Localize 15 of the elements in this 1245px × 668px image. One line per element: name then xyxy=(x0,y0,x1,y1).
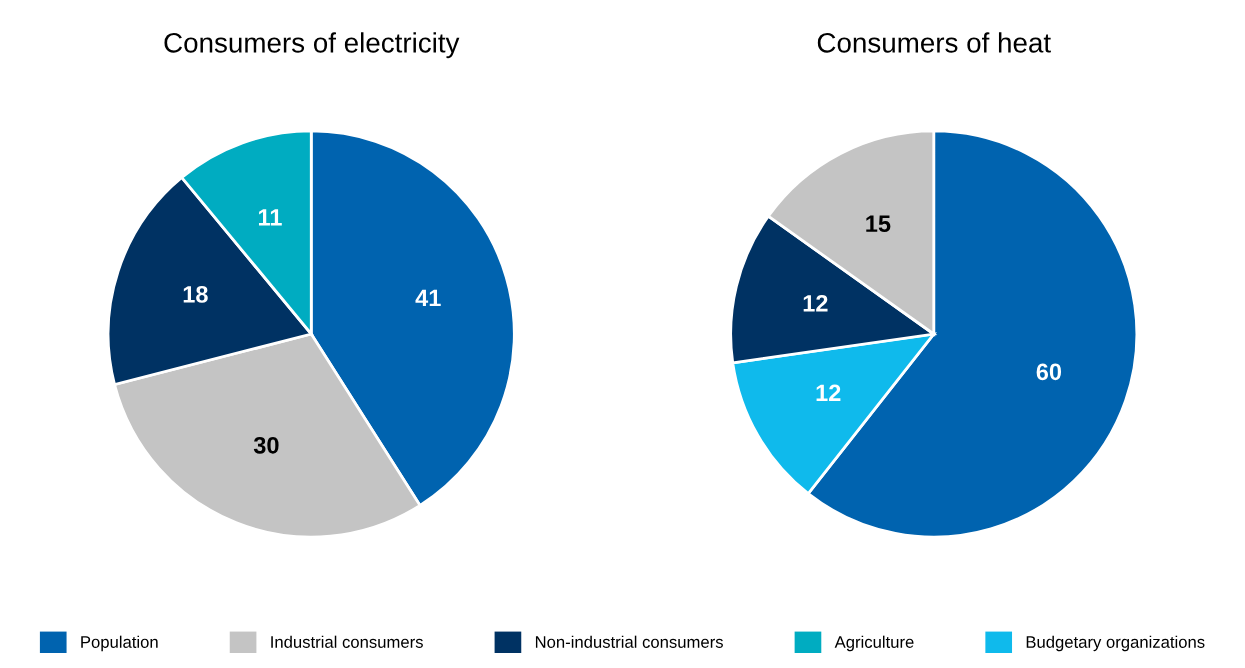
legend-label: Agriculture xyxy=(834,635,914,652)
data-label: 41 xyxy=(415,289,441,307)
legend-label: Population xyxy=(81,635,158,652)
data-label: 60 xyxy=(1036,363,1062,381)
legend-label: Non-industrial consumers xyxy=(535,635,723,648)
legend-label: Budgetary organizations xyxy=(1026,635,1205,652)
data-label: 12 xyxy=(803,294,828,312)
data-label: 18 xyxy=(183,285,208,303)
chart-title: Consumers of electricity xyxy=(164,32,460,59)
legend-label: Industrial consumers xyxy=(271,635,423,648)
data-label: 11 xyxy=(258,209,282,226)
data-label: 30 xyxy=(253,436,279,454)
chart-title: Consumers of heat xyxy=(817,32,1051,53)
data-label: 15 xyxy=(866,215,891,233)
data-label: 12 xyxy=(816,384,841,402)
